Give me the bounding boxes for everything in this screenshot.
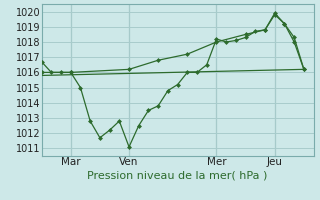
X-axis label: Pression niveau de la mer( hPa ): Pression niveau de la mer( hPa ) [87,170,268,180]
